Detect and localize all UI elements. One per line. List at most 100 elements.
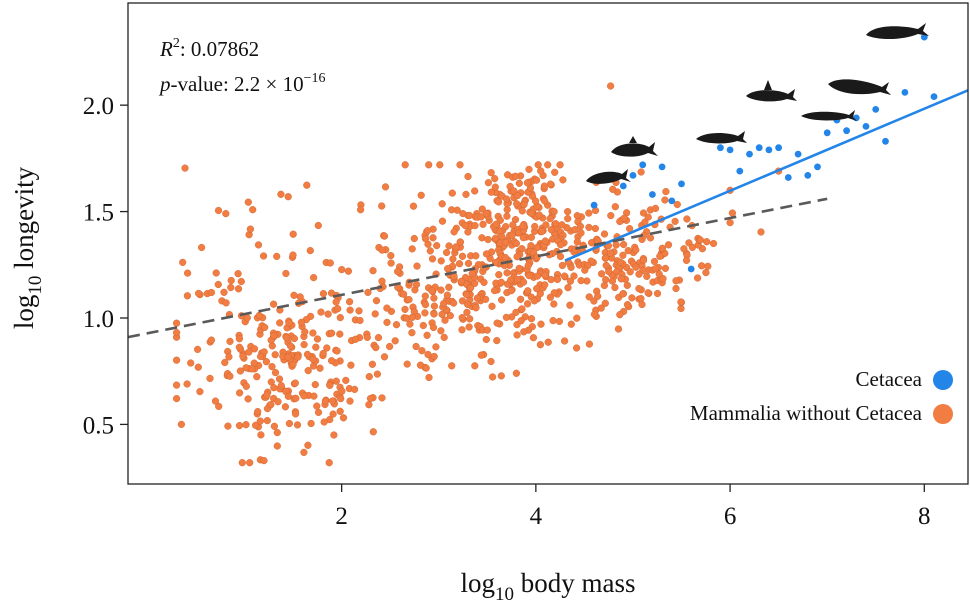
mammalia-point bbox=[463, 291, 471, 299]
mammalia-point bbox=[310, 274, 318, 282]
y-tick-label: 1.5 bbox=[83, 200, 114, 227]
cetacea-point bbox=[930, 93, 938, 100]
mammalia-point bbox=[430, 352, 438, 361]
sperm-whale-icon bbox=[801, 110, 857, 121]
mammalia-point bbox=[378, 394, 386, 402]
mammalia-point bbox=[183, 380, 191, 388]
mammalia-point bbox=[260, 252, 268, 260]
mammalia-point bbox=[333, 347, 341, 355]
mammalia-point bbox=[181, 164, 189, 172]
mammalia-point bbox=[412, 342, 420, 351]
mammalia-point bbox=[303, 350, 312, 359]
mammalia-point bbox=[513, 253, 521, 261]
mammalia-point bbox=[465, 323, 473, 331]
mammalia-point bbox=[566, 277, 575, 285]
mammalia-point bbox=[437, 257, 445, 265]
mammalia-point bbox=[373, 370, 382, 378]
mammalia-point bbox=[497, 278, 505, 286]
mammalia-point bbox=[196, 388, 204, 396]
mammalia-point bbox=[661, 264, 670, 273]
mammalia-point bbox=[383, 318, 391, 327]
mammalia-point bbox=[709, 239, 718, 248]
mammalia-point bbox=[702, 269, 710, 277]
mammalia-point bbox=[458, 326, 466, 334]
legend-marker-cetacea bbox=[933, 370, 953, 390]
mammalia-point bbox=[547, 276, 555, 284]
mammalia-point bbox=[309, 355, 317, 364]
r-squared-annotation: R2: 0.07862 bbox=[159, 36, 259, 61]
mammalia-point bbox=[457, 277, 465, 285]
mammalia-point bbox=[311, 381, 319, 389]
mammalia-point bbox=[303, 181, 311, 189]
mammalia-point bbox=[273, 429, 281, 437]
mammalia-point bbox=[236, 367, 245, 375]
mammalia-point bbox=[297, 318, 306, 327]
cetacea-point bbox=[804, 172, 812, 179]
cetacea-point bbox=[882, 137, 889, 145]
mammalia-point bbox=[531, 222, 539, 231]
mammalia-point bbox=[281, 403, 290, 411]
mammalia-point bbox=[585, 293, 593, 301]
mammalia-point bbox=[534, 161, 542, 169]
mammalia-point bbox=[471, 187, 479, 195]
mammalia-point bbox=[421, 301, 430, 309]
mammalia-point bbox=[635, 285, 643, 293]
mammalia-point bbox=[518, 305, 526, 313]
mammalia-point bbox=[371, 310, 379, 318]
mammalia-point bbox=[401, 305, 409, 314]
x-tick-label: 8 bbox=[918, 503, 931, 530]
mammalia-point bbox=[546, 215, 554, 223]
mammalia-points bbox=[173, 82, 783, 467]
mammalia-point bbox=[406, 320, 414, 328]
mammalia-point bbox=[321, 397, 330, 405]
mammalia-point bbox=[253, 373, 261, 381]
mammalia-point bbox=[672, 277, 680, 285]
mammalia-point bbox=[408, 313, 416, 321]
mammalia-point bbox=[270, 384, 278, 392]
mammalia-point bbox=[211, 397, 220, 405]
mammalia-point bbox=[235, 422, 244, 430]
regression-line bbox=[127, 197, 828, 339]
cetacea-point bbox=[726, 146, 734, 154]
mammalia-point bbox=[619, 290, 627, 298]
mammalia-point bbox=[527, 209, 535, 217]
mammalia-point bbox=[430, 294, 438, 302]
mammalia-point bbox=[283, 334, 291, 342]
mammalia-point bbox=[464, 228, 472, 236]
mammalia-point bbox=[323, 344, 331, 352]
mammalia-point bbox=[413, 262, 421, 270]
mammalia-point bbox=[472, 252, 480, 260]
mammalia-point bbox=[437, 286, 445, 294]
mammalia-point bbox=[417, 191, 425, 199]
mammalia-point bbox=[179, 258, 187, 267]
mammalia-point bbox=[282, 269, 290, 278]
mammalia-point bbox=[529, 334, 538, 342]
mammalia-point bbox=[567, 320, 575, 328]
cetacea-point bbox=[784, 174, 792, 181]
mammalia-point bbox=[464, 300, 472, 309]
mammalia-point bbox=[242, 382, 250, 390]
mammalia-point bbox=[466, 315, 474, 323]
mammalia-point bbox=[271, 369, 280, 377]
mammalia-point bbox=[498, 296, 506, 304]
cetacea-point bbox=[590, 201, 598, 209]
mammalia-point bbox=[516, 295, 525, 303]
mammalia-point bbox=[195, 289, 203, 298]
mammalia-point bbox=[581, 266, 589, 274]
mammalia-point bbox=[319, 290, 328, 298]
mammalia-point bbox=[214, 206, 223, 215]
mammalia-point bbox=[590, 310, 599, 319]
mammalia-point bbox=[471, 362, 479, 370]
mammalia-point bbox=[572, 344, 581, 352]
mammalia-point bbox=[380, 232, 389, 240]
mammalia-point bbox=[537, 167, 545, 175]
mammalia-point bbox=[519, 222, 527, 230]
mammalia-point bbox=[194, 345, 202, 354]
mammalia-point bbox=[484, 179, 493, 187]
mammalia-point bbox=[256, 417, 264, 425]
mammalia-point bbox=[564, 215, 572, 223]
mammalia-point bbox=[536, 290, 544, 298]
mammalia-point bbox=[703, 238, 711, 246]
mammalia-point bbox=[529, 248, 538, 257]
mammalia-point bbox=[394, 267, 402, 276]
